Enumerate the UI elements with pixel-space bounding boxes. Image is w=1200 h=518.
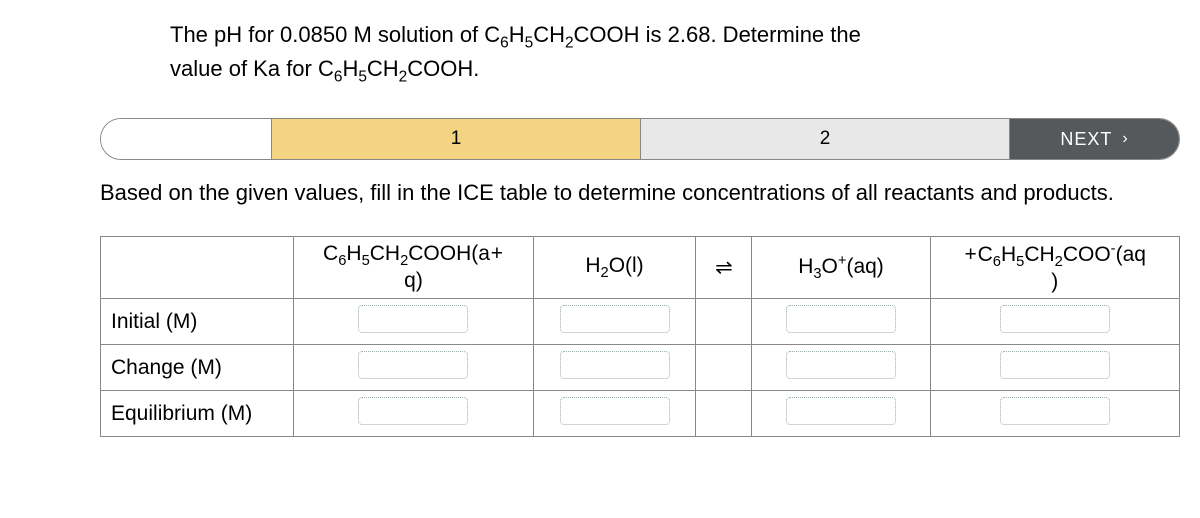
step-1[interactable]: 1 [271, 119, 640, 159]
instruction-text: Based on the given values, fill in the I… [100, 178, 1180, 208]
hdr-water: H2O(l) [533, 237, 696, 299]
step-2[interactable]: 2 [640, 119, 1009, 159]
step-spacer [101, 119, 271, 159]
cell-change-h3o[interactable] [752, 345, 930, 391]
cell-eq-acid[interactable] [294, 391, 533, 437]
hdr-reactant-acid: C6H5CH2COOH(a+q) [294, 237, 533, 299]
cell-initial-h3o[interactable] [752, 299, 930, 345]
row-initial-label: Initial (M) [101, 299, 294, 345]
chevron-right-icon: › [1122, 130, 1128, 148]
cell-initial-conj[interactable] [930, 299, 1179, 345]
cell-eq-conj[interactable] [930, 391, 1179, 437]
cell-initial-acid[interactable] [294, 299, 533, 345]
hdr-equilibrium-arrows: ⇌ [696, 237, 752, 299]
eq-spacer-3 [696, 391, 752, 437]
cell-eq-h3o[interactable] [752, 391, 930, 437]
hdr-conjugate-base: +C6H5CH2COO-(aq) [930, 237, 1179, 299]
next-button[interactable]: NEXT › [1009, 119, 1179, 159]
row-eq-label: Equilibrium (M) [101, 391, 294, 437]
question-text: The pH for 0.0850 M solution of C6H5CH2C… [170, 20, 1180, 88]
hdr-blank [101, 237, 294, 299]
ice-table: C6H5CH2COOH(a+q) H2O(l) ⇌ H3O+(aq) +C6H5… [100, 236, 1180, 437]
cell-change-acid[interactable] [294, 345, 533, 391]
row-change-label: Change (M) [101, 345, 294, 391]
next-label: NEXT [1060, 129, 1112, 150]
cell-eq-water[interactable] [533, 391, 696, 437]
cell-change-conj[interactable] [930, 345, 1179, 391]
hdr-hydronium: H3O+(aq) [752, 237, 930, 299]
cell-change-water[interactable] [533, 345, 696, 391]
eq-spacer-1 [696, 299, 752, 345]
eq-spacer-2 [696, 345, 752, 391]
cell-initial-water[interactable] [533, 299, 696, 345]
step-bar: 1 2 NEXT › [100, 118, 1180, 160]
